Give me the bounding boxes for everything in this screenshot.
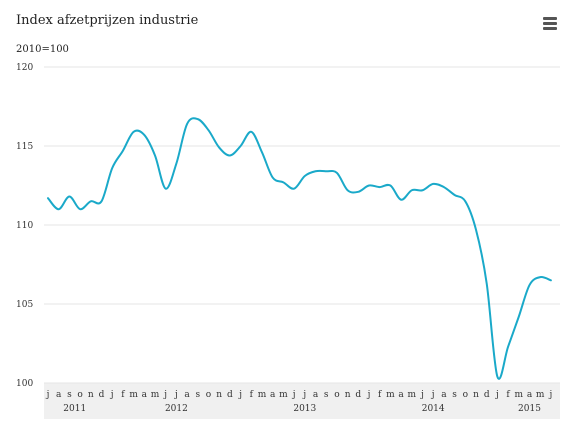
x-tick-label: m [408,390,417,400]
x-tick-label: f [250,390,254,400]
y-tick-label: 120 [16,63,33,73]
y-tick-label: 110 [16,221,33,231]
y-axis-unit-label: 2010=100 [16,44,69,55]
x-tick-label: a [142,390,148,400]
x-tick-label: s [452,390,457,400]
x-tick-label: f [506,390,510,400]
menu-bar [543,27,557,30]
x-tick-label: s [67,390,72,400]
x-tick-label: m [279,390,288,400]
x-tick-label: o [334,390,339,400]
x-tick-label: n [473,390,479,400]
y-axis-ticks: 100 105 110 115 120 [16,63,33,389]
y-tick-label: 100 [16,379,33,389]
x-tick-label: d [227,390,233,400]
gridlines [44,66,560,384]
x-tick-label: a [313,390,319,400]
x-tick-label: j [292,390,296,400]
x-year-label: 2015 [518,404,541,414]
x-tick-label: a [398,390,404,400]
x-axis-year-labels: 2011 2012 2013 2014 2015 [63,404,541,414]
x-tick-label: j [420,390,424,400]
x-tick-label: f [378,390,382,400]
x-tick-label: d [99,390,105,400]
x-tick-label: j [549,390,553,400]
x-tick-label: m [386,390,395,400]
x-year-label: 2014 [422,404,445,414]
x-tick-label: d [355,390,361,400]
y-tick-label: 115 [16,142,33,152]
x-axis-band [44,383,560,419]
x-tick-label: j [163,390,167,400]
x-tick-label: o [77,390,82,400]
x-tick-label: m [515,390,524,400]
x-tick-label: j [495,390,499,400]
x-tick-label: s [195,390,200,400]
x-year-label: 2012 [165,404,188,414]
x-tick-label: a [270,390,276,400]
x-year-label: 2011 [63,404,86,414]
x-tick-label: a [184,390,190,400]
x-year-label: 2013 [293,404,316,414]
x-tick-label: j [110,390,114,400]
x-tick-label: s [324,390,329,400]
x-tick-label: j [238,390,242,400]
x-tick-label: m [151,390,160,400]
x-tick-label: o [463,390,468,400]
hamburger-menu-icon[interactable] [543,17,557,30]
x-tick-label: m [536,390,545,400]
x-tick-label: a [56,390,62,400]
x-tick-label: j [46,390,50,400]
x-tick-label: f [121,390,125,400]
y-tick-label: 105 [16,300,33,310]
menu-bar [543,17,557,20]
menu-bar [543,22,557,25]
x-tick-label: a [441,390,447,400]
x-tick-label: a [527,390,533,400]
x-tick-label: d [484,390,490,400]
x-tick-label: n [345,390,351,400]
x-tick-label: m [258,390,267,400]
chart-title: Index afzetprijzen industrie [16,13,199,28]
series-line [47,117,552,380]
x-tick-label: j [302,390,306,400]
x-tick-label: o [206,390,211,400]
x-tick-label: j [174,390,178,400]
x-tick-label: n [216,390,222,400]
x-tick-label: m [129,390,138,400]
x-tick-label: n [88,390,94,400]
x-tick-label: j [431,390,435,400]
x-tick-label: j [367,390,371,400]
